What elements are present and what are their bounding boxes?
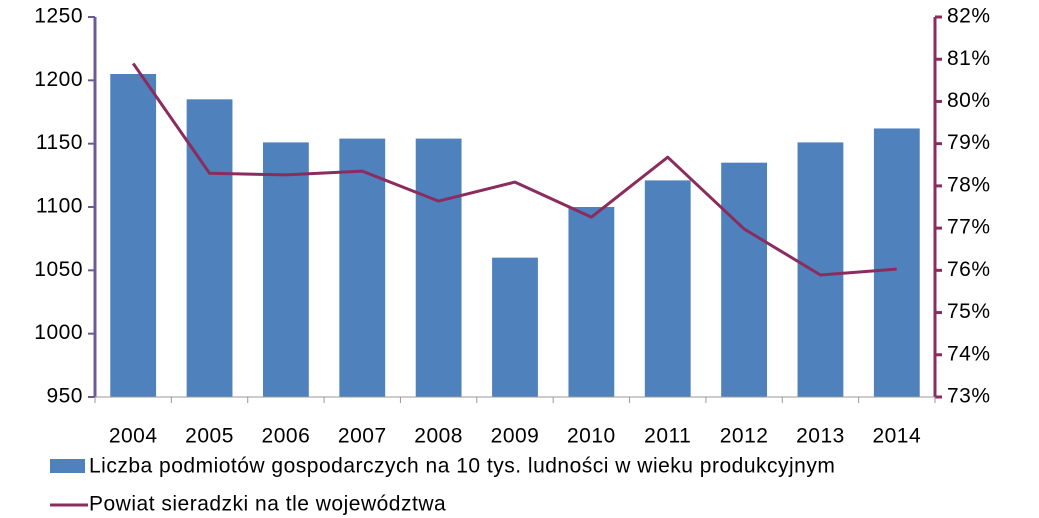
bar: [797, 142, 844, 397]
bar: [186, 99, 233, 397]
legend-label: Powiat sieradzki na tle województwa: [89, 493, 446, 516]
x-tick-label: 2007: [338, 425, 387, 448]
x-tick-label: 2004: [109, 425, 158, 448]
x-tick-label: 2009: [491, 425, 540, 448]
bar: [492, 257, 538, 397]
y2-tick-label: 78%: [947, 173, 991, 196]
y2-tick-label: 81%: [947, 47, 991, 70]
y2-tick-label: 77%: [947, 216, 991, 239]
y-tick-label: 1200: [34, 68, 83, 91]
bar: [263, 142, 309, 397]
x-tick-label: 2005: [185, 425, 234, 448]
y2-tick-label: 76%: [947, 258, 991, 281]
y2-tick-label: 79%: [947, 131, 991, 154]
x-tick-label: 2008: [414, 425, 463, 448]
y2-tick-label: 75%: [947, 300, 991, 323]
line-series: [131, 62, 897, 277]
bar: [339, 138, 386, 397]
bar: [415, 138, 462, 397]
bar: [721, 162, 767, 397]
bar: [873, 128, 920, 397]
bar: [568, 207, 615, 397]
bar: [110, 74, 157, 397]
y-tick-label: 1150: [36, 131, 83, 154]
x-tick-label: 2010: [567, 425, 616, 448]
y2-tick-label: 73%: [947, 385, 991, 408]
y-tick-label: 1100: [36, 195, 83, 218]
y-tick-label: 950: [46, 385, 83, 408]
y2-tick-label: 74%: [947, 342, 991, 365]
y-tick-label: 1050: [34, 258, 83, 281]
x-tick-label: 2006: [262, 425, 311, 448]
x-tick-label: 2011: [644, 425, 691, 448]
y-tick-label: 1000: [34, 321, 83, 344]
y-tick-label: 1250: [34, 5, 83, 28]
y2-tick-label: 82%: [947, 5, 991, 28]
x-tick-label: 2012: [720, 425, 769, 448]
x-tick-label: 2013: [796, 425, 845, 448]
legend-label: Liczba podmiotów gospodarczych na 10 tys…: [89, 455, 835, 478]
x-tick-label: 2014: [872, 425, 921, 448]
y2-tick-label: 80%: [947, 89, 991, 112]
legend-swatch: [50, 459, 85, 473]
bar: [644, 180, 691, 397]
